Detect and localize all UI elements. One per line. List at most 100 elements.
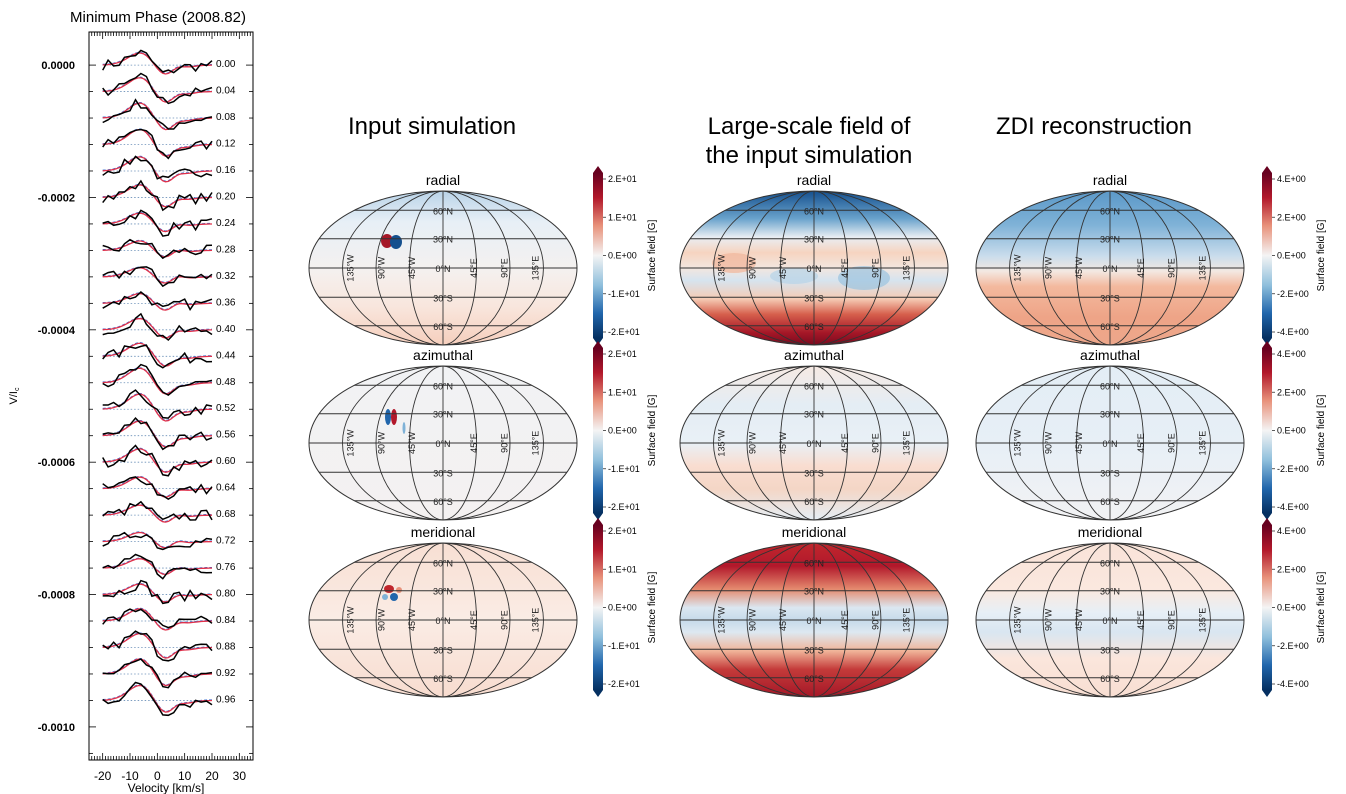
phase-label: 0.60 [216,456,236,467]
colorbar-input: 2.E+01 1.E+01 0.E+00 -1.E+01 -2.E+01 Surface … [593,518,658,697]
colorbar-tick-label: 0.E+00 [608,603,637,613]
lon-label: 90°W [1043,256,1053,279]
stokes-y-axis-label: V/Ic [8,387,21,404]
lat-label: 30°S [804,293,824,303]
lat-label: 60°N [433,206,453,216]
colorbar-label: Surface field [G] [647,571,658,643]
stokes-phase-labels: 0.00 0.04 0.08 0.12 0.16 0.20 0.24 0.28 0.32 0.36… [216,59,236,705]
lat-label: 0°N [806,439,821,449]
colorbar-arrow-bottom [1262,513,1272,520]
map-outline [679,542,949,698]
lon-label: 135°E [530,431,540,456]
phase-label: 0.96 [216,694,236,705]
map-zdi-meridional: 60°N 30°N 0°N 30°S 60°S 135°W 90°W 45°W 45°E 90°E… [975,524,1245,698]
colorbar-tick-label: 2.E+01 [608,349,637,359]
row-label-meridional: meridional [782,524,847,540]
x-tick-label: -20 [94,769,112,783]
phase-label: 0.40 [216,324,236,335]
observed-curve [102,658,213,689]
lat-label: 0°N [435,264,450,274]
observed-curve [102,312,213,342]
observed-curve [102,363,213,396]
lat-label: 0°N [806,264,821,274]
colorbar-gradient [1262,173,1272,338]
observed-curve [102,49,213,74]
lat-label: 60°N [804,558,824,568]
lon-label: 135°E [1197,256,1207,281]
model-curve [102,448,213,473]
lat-label: 60°S [804,674,824,684]
lat-label: 30°N [804,410,824,420]
phase-label: 0.72 [216,536,236,547]
stokes-ytick-labels: 0.0000 -0.0002 -0.0004 -0.0006 -0.0008 -0.001… [38,60,76,734]
stokes-x-axis-label: Velocity [km/s] [128,781,205,794]
phase-label: 0.20 [216,191,236,202]
stokes-ticks [88,32,254,760]
stokes-panel-title: Minimum Phase (2008.82) [70,9,246,26]
lat-label: 30°N [1100,587,1120,597]
y-tick-label: -0.0006 [38,457,75,469]
row-label-radial: radial [1093,172,1127,188]
colorbar-tick-label: -4.E+00 [1277,327,1309,337]
lon-label: 45°E [840,433,850,453]
x-tick-label: 10 [178,769,192,783]
lon-label: 45°W [407,431,417,454]
colorbar-tick-label: 2.E+00 [1277,212,1306,222]
spot-positive [391,409,397,425]
lon-label: 135°W [717,254,727,282]
row-label-meridional: meridional [411,524,476,540]
lon-label: 90°E [871,610,881,630]
map-outline [679,365,949,521]
graticule [680,366,948,520]
colorbar-gradient [593,173,603,338]
lon-label: 45°W [407,256,417,279]
colorbar-arrow-top [1262,341,1272,348]
lon-label: 90°E [1167,610,1177,630]
lat-label: 30°N [804,587,824,597]
observed-curve [102,608,213,629]
active-region [385,409,406,434]
colorbar-label: Surface field [G] [1316,394,1327,466]
lon-label: 90°W [376,431,386,454]
lat-label: 30°S [1100,468,1120,478]
x-tick-label: 0 [154,769,161,783]
observed-curve [102,209,213,237]
colorbar-arrow-bottom [1262,690,1272,697]
lon-label: 90°E [500,258,510,278]
phase-label: 0.32 [216,271,236,282]
lat-label: 30°N [804,235,824,245]
lat-label: 60°S [804,322,824,332]
lon-label: 135°E [901,431,911,456]
lon-label: 90°E [500,433,510,453]
y-tick-label: -0.0004 [38,325,76,337]
colorbar-zdi: 4.E+00 2.E+00 0.E+00 -2.E+00 -4.E+00 Surface … [1262,166,1327,345]
lat-label: 30°S [804,468,824,478]
map-outline [308,542,578,698]
map-outline [308,190,578,346]
colorbar-gradient [593,348,603,513]
colorbar-tick-label: -1.E+01 [608,641,640,651]
lon-label: 45°W [778,608,788,631]
colorbar-arrow-top [1262,518,1272,525]
lon-label: 135°E [901,608,911,633]
colorbar-tick-label: 2.E+00 [1277,387,1306,397]
lon-label: 45°E [1136,610,1146,630]
phase-label: 0.64 [216,483,236,494]
colorbar-tick-label: -2.E+00 [1277,289,1309,299]
lon-label: 45°W [778,256,788,279]
observed-curve [102,579,213,605]
lat-label: 60°S [804,497,824,507]
spot-negative [390,593,398,601]
lat-label: 30°S [433,293,453,303]
lon-label: 135°E [901,256,911,281]
lat-label: 30°N [1100,410,1120,420]
observed-curve [102,476,213,500]
observed-curve [102,553,213,580]
lat-label: 0°N [806,616,821,626]
lon-label: 135°E [530,256,540,281]
colorbar-gradient [593,525,603,690]
lon-label: 45°E [469,258,479,278]
spot-positive-2 [396,587,402,593]
lon-label: 90°W [1043,431,1053,454]
phase-label: 0.44 [216,350,236,361]
